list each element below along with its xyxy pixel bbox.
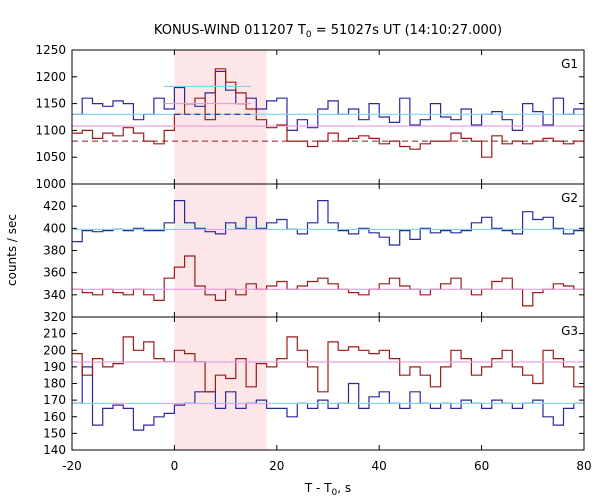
y-tick-label: 340: [43, 288, 66, 302]
x-tick-label: 40: [372, 459, 387, 473]
y-tick-label: 1250: [35, 43, 66, 57]
y-tick-label: 150: [43, 426, 66, 440]
y-tick-label: 160: [43, 410, 66, 424]
frame-layer: 1000 1050 1100 1150 1200 1250 G1 320 340 360 380 40…: [35, 43, 591, 473]
chart-title: KONUS-WIND 011207 T0 = 51027s UT (14:10:…: [154, 23, 502, 40]
series-blue-step-g3: [72, 366, 584, 431]
panel-g3: [72, 336, 584, 431]
x-axis-title: T - T0, s: [304, 481, 351, 498]
y-tick-label: 1200: [35, 70, 66, 84]
panel-label-g3: G3: [561, 324, 578, 338]
y-tick-label: 420: [43, 199, 66, 213]
series-red-step-g3: [72, 336, 584, 393]
series-red-step-g2: [72, 255, 584, 307]
x-tick-label: 60: [474, 459, 489, 473]
panel-label-g2: G2: [561, 191, 578, 205]
panel-g2: [72, 200, 584, 307]
y-tick-label: 190: [43, 360, 66, 374]
panels-layer: [72, 68, 584, 431]
y-tick-label: 320: [43, 310, 66, 324]
y-tick-label: 360: [43, 266, 66, 280]
y-tick-label: 140: [43, 443, 66, 457]
series-blue-step-g1: [72, 70, 584, 131]
panel-g1: [72, 68, 584, 158]
y-tick-label: 180: [43, 377, 66, 391]
x-tick-label: -20: [62, 459, 82, 473]
y-tick-label: 200: [43, 343, 66, 357]
series-blue-step-g2: [72, 200, 584, 246]
x-tick-label: 80: [576, 459, 591, 473]
panel-label-g1: G1: [561, 57, 578, 71]
y-tick-label: 1150: [35, 97, 66, 111]
y-tick-label: 210: [43, 327, 66, 341]
y-axis-title: counts / sec: [5, 214, 19, 286]
y-tick-label: 1050: [35, 150, 66, 164]
x-tick-label: 20: [269, 459, 284, 473]
y-tick-label: 1000: [35, 177, 66, 191]
y-tick-label: 170: [43, 393, 66, 407]
y-tick-label: 380: [43, 244, 66, 258]
series-red-step-g1: [72, 68, 584, 158]
burst-interval-band: [174, 50, 267, 450]
highlight-layer: [174, 50, 267, 450]
panel-frame-g1: [71, 49, 585, 185]
y-tick-label: 400: [43, 221, 66, 235]
x-tick-label: 0: [171, 459, 179, 473]
y-tick-label: 1100: [35, 123, 66, 137]
